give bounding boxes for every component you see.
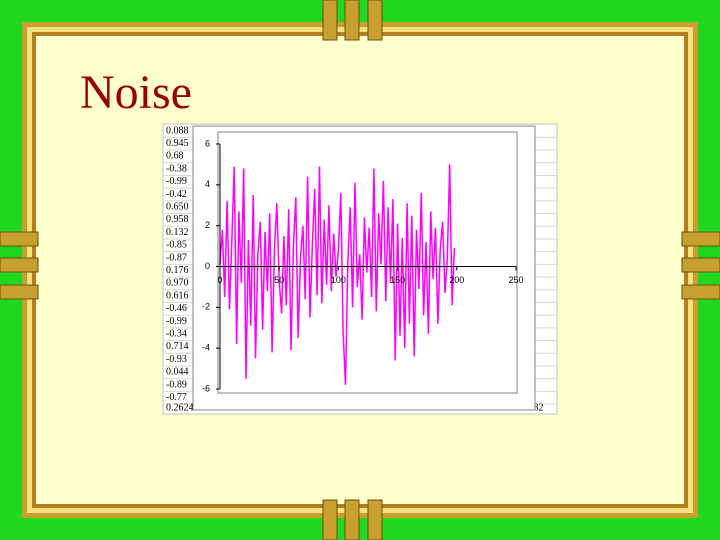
slide-title: Noise [80,66,192,119]
cell: -0.89 [166,379,187,390]
cell: 0.044 [166,367,189,378]
x-tick-label: 50 [274,275,284,285]
cell: -0.87 [166,252,187,263]
y-tick-label: -2 [202,302,210,312]
cell: 0.088 [166,125,189,136]
x-tick-label: 250 [508,275,523,285]
cell: -0.85 [166,240,187,251]
chart: -6 -4 -2 0 2 4 6 0 50 100 150 200 250 [202,138,524,393]
cell: 0.970 [166,278,189,289]
cell: -0.34 [166,328,187,339]
cell: 0.68 [166,151,184,162]
cell: 0.616 [166,290,189,301]
x-tick-label: 200 [449,275,464,285]
y-tick-label: 2 [205,220,210,230]
cell: 0.132 [166,227,189,238]
y-tick-label: -6 [202,383,210,393]
x-tick-label: 150 [390,275,405,285]
cell: 0.2624303 [166,403,209,414]
cell: -0.46 [166,303,187,314]
cell: -0.77 [166,392,187,403]
cell: -0.38 [166,163,187,174]
y-tick-label: -4 [202,343,210,353]
cell: -0.42 [166,189,187,200]
y-tick-label: 0 [205,261,210,271]
cell: 0.650 [166,201,189,212]
cell: 0.176 [166,265,189,276]
y-tick-label: 4 [205,179,210,189]
x-tick-label: 100 [331,275,346,285]
cell: 0.945 [166,138,189,149]
cell: 0.714 [166,341,189,352]
cell: -0.99 [166,316,187,327]
y-tick-label: 6 [205,138,210,148]
cell: -0.99 [166,176,187,187]
cell: 0.958 [166,214,189,225]
x-tick-label: 0 [217,275,222,285]
cell: -0.93 [166,354,187,365]
data-line [219,164,456,385]
